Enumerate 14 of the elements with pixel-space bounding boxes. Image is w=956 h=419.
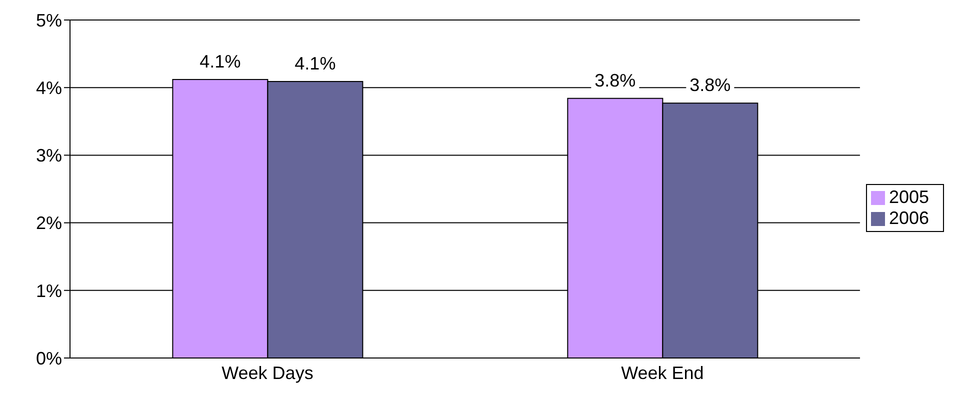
data-label: 4.1% [294,54,336,74]
legend-label: 2005 [888,187,929,207]
data-label: 4.1% [200,51,241,72]
y-tick-label: 4% [36,78,62,98]
y-tick-label: 2% [36,213,62,234]
x-tick-label: Week End [621,362,704,383]
x-tick-label: Week Days [222,362,314,383]
y-tick-label: 0% [36,348,62,368]
y-tick-label: 1% [36,280,62,301]
y-tick-label: 3% [36,146,62,166]
legend-label: 2006 [888,208,929,228]
data-label: 3.8% [594,70,636,90]
data-label: 3.8% [690,75,731,96]
y-tick-label: 5% [36,10,62,30]
